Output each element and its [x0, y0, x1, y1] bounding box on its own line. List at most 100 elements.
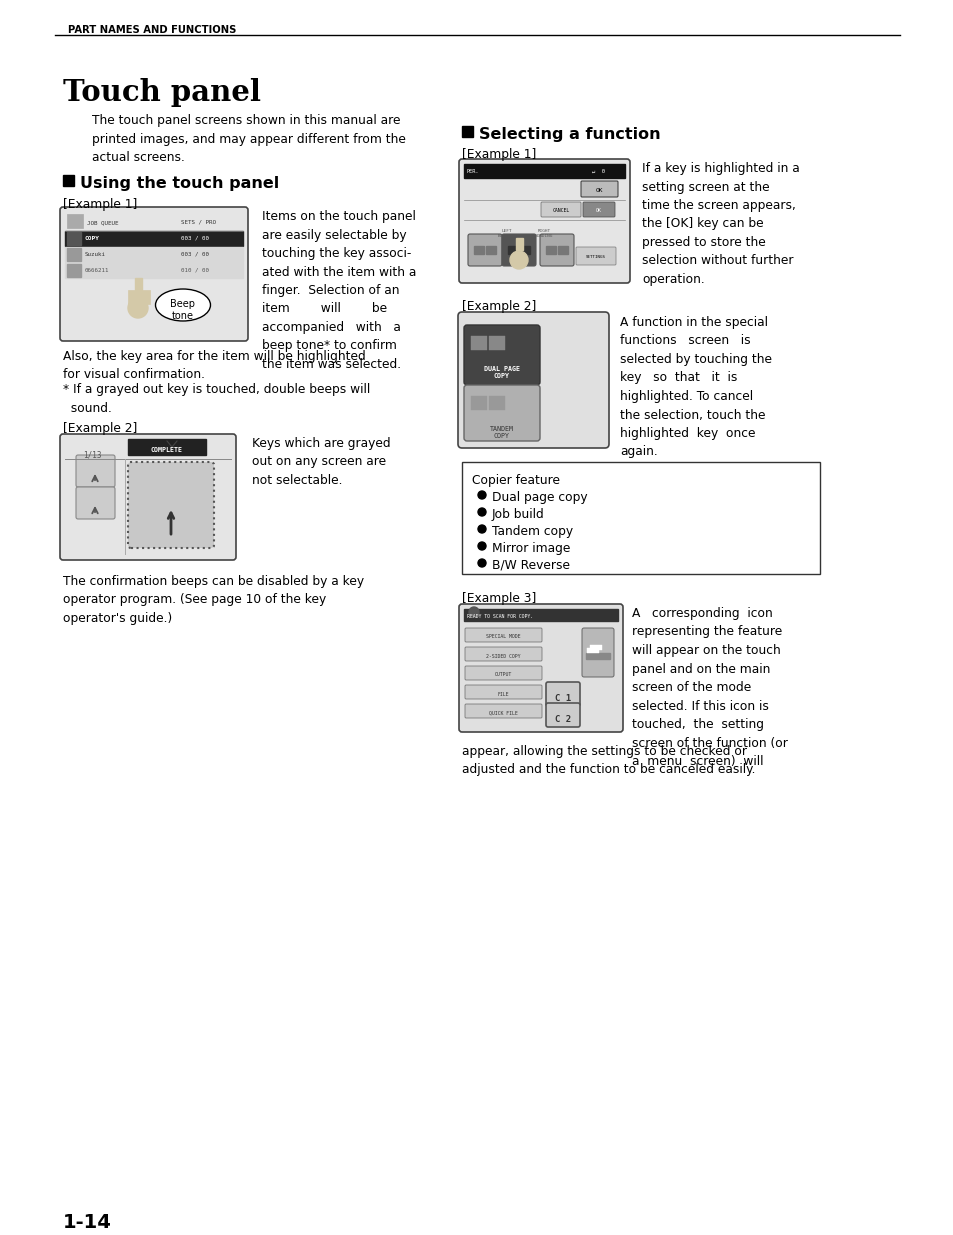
FancyBboxPatch shape: [458, 159, 629, 283]
Text: TANDEM
COPY: TANDEM COPY: [490, 426, 514, 438]
FancyBboxPatch shape: [581, 629, 614, 677]
Text: Beep
tone: Beep tone: [171, 299, 195, 321]
Bar: [63, 175, 74, 186]
Bar: [463, 609, 618, 621]
Text: Items on the touch panel
are easily selectable by
touching the key associ-
ated : Items on the touch panel are easily sele…: [262, 210, 416, 370]
FancyBboxPatch shape: [60, 433, 235, 559]
Bar: [545, 246, 556, 254]
FancyBboxPatch shape: [501, 233, 536, 266]
Circle shape: [510, 251, 527, 269]
Bar: [463, 164, 624, 178]
Text: [Example 2]: [Example 2]: [63, 422, 137, 435]
Bar: [558, 246, 567, 254]
Text: B/W Reverse: B/W Reverse: [492, 559, 569, 572]
Text: [Example 1]: [Example 1]: [461, 148, 536, 161]
FancyBboxPatch shape: [582, 203, 615, 217]
FancyBboxPatch shape: [128, 462, 213, 548]
Bar: [474, 246, 483, 254]
Bar: [589, 645, 601, 650]
Ellipse shape: [155, 289, 211, 321]
FancyBboxPatch shape: [463, 325, 539, 385]
Bar: [586, 648, 598, 653]
Text: SPECIAL MODE: SPECIAL MODE: [485, 635, 519, 640]
Text: The confirmation beeps can be disabled by a key
operator program. (See page 10 o: The confirmation beeps can be disabled b…: [63, 576, 364, 625]
FancyBboxPatch shape: [464, 704, 541, 718]
Text: 003 / 00: 003 / 00: [181, 252, 209, 257]
Text: [Example 3]: [Example 3]: [461, 592, 536, 605]
Bar: [67, 214, 83, 228]
Text: The touch panel screens shown in this manual are
printed images, and may appear : The touch panel screens shown in this ma…: [91, 114, 405, 164]
Text: Touch panel: Touch panel: [63, 78, 261, 107]
Text: Keys which are grayed
out on any screen are
not selectable.: Keys which are grayed out on any screen …: [252, 437, 390, 487]
Text: OK: OK: [596, 207, 601, 212]
Text: [Example 2]: [Example 2]: [461, 300, 536, 312]
FancyBboxPatch shape: [464, 647, 541, 661]
Circle shape: [469, 606, 478, 618]
Bar: [461, 462, 820, 574]
Text: If a key is highlighted in a
setting screen at the
time the screen appears,
the : If a key is highlighted in a setting scr…: [641, 162, 799, 287]
Text: Dual page copy: Dual page copy: [492, 492, 587, 504]
FancyBboxPatch shape: [468, 233, 501, 266]
Bar: [65, 263, 243, 278]
Text: 003 / 00: 003 / 00: [181, 236, 209, 241]
Bar: [489, 396, 504, 410]
FancyBboxPatch shape: [576, 247, 616, 266]
Bar: [516, 238, 522, 249]
Text: SETS / PRO: SETS / PRO: [181, 220, 215, 225]
Text: Selecting a function: Selecting a function: [478, 127, 659, 142]
FancyBboxPatch shape: [463, 385, 539, 441]
Text: * If a grayed out key is touched, double beeps will
  sound.: * If a grayed out key is touched, double…: [63, 383, 370, 415]
FancyBboxPatch shape: [464, 629, 541, 642]
Text: Using the touch panel: Using the touch panel: [80, 177, 279, 191]
FancyBboxPatch shape: [458, 604, 622, 732]
Text: Also, the key area for the item will be highlighted
for visual confirmation.: Also, the key area for the item will be …: [63, 350, 365, 382]
FancyBboxPatch shape: [580, 182, 618, 198]
Bar: [135, 278, 142, 290]
FancyBboxPatch shape: [76, 454, 115, 487]
Text: C 1: C 1: [555, 694, 571, 703]
Text: Mirror image: Mirror image: [492, 542, 570, 555]
Bar: [485, 246, 496, 254]
Text: 1/13: 1/13: [83, 451, 101, 459]
Text: RIGHT
BINDING: RIGHT BINDING: [535, 228, 553, 237]
Bar: [507, 246, 517, 254]
Text: A function in the special
functions   screen   is
selected by touching the
key  : A function in the special functions scre…: [619, 316, 771, 458]
Text: READY TO SCAN FOR COPY.: READY TO SCAN FOR COPY.: [467, 614, 533, 619]
Text: OUTPUT: OUTPUT: [494, 673, 511, 678]
FancyBboxPatch shape: [464, 666, 541, 680]
Bar: [67, 264, 81, 277]
Circle shape: [477, 559, 485, 567]
Text: A   corresponding  icon
representing the feature
will appear on the touch
panel : A corresponding icon representing the fe…: [631, 606, 787, 768]
Text: 1-14: 1-14: [63, 1213, 112, 1233]
Text: LEFT
BINDING: LEFT BINDING: [497, 228, 516, 237]
Text: ↵  0: ↵ 0: [592, 169, 604, 174]
Text: 010 / 00: 010 / 00: [181, 268, 209, 273]
FancyBboxPatch shape: [540, 203, 580, 217]
Bar: [461, 126, 473, 137]
Text: DUAL PAGE
COPY: DUAL PAGE COPY: [483, 366, 519, 379]
Text: FILE: FILE: [497, 692, 508, 697]
Text: C 2: C 2: [555, 715, 571, 724]
Bar: [65, 212, 243, 228]
Bar: [519, 246, 530, 254]
Text: COPY: COPY: [85, 236, 100, 241]
Text: Suzuki: Suzuki: [85, 252, 106, 257]
Bar: [65, 247, 243, 262]
Text: 2-SIDED COPY: 2-SIDED COPY: [485, 653, 519, 658]
FancyBboxPatch shape: [464, 685, 541, 699]
Text: PART NAMES AND FUNCTIONS: PART NAMES AND FUNCTIONS: [68, 25, 236, 35]
Bar: [585, 653, 609, 659]
Circle shape: [128, 298, 148, 317]
Circle shape: [477, 508, 485, 516]
Text: SETTINGS: SETTINGS: [585, 254, 605, 259]
FancyBboxPatch shape: [545, 682, 579, 706]
Text: Job build: Job build: [492, 508, 544, 521]
Text: OK: OK: [595, 188, 602, 193]
Text: COMPLETE: COMPLETE: [151, 447, 183, 453]
FancyBboxPatch shape: [76, 487, 115, 519]
Circle shape: [477, 492, 485, 499]
Bar: [471, 396, 486, 410]
Text: Copier feature: Copier feature: [472, 474, 559, 487]
FancyBboxPatch shape: [457, 312, 608, 448]
Text: PER.: PER.: [467, 169, 479, 174]
